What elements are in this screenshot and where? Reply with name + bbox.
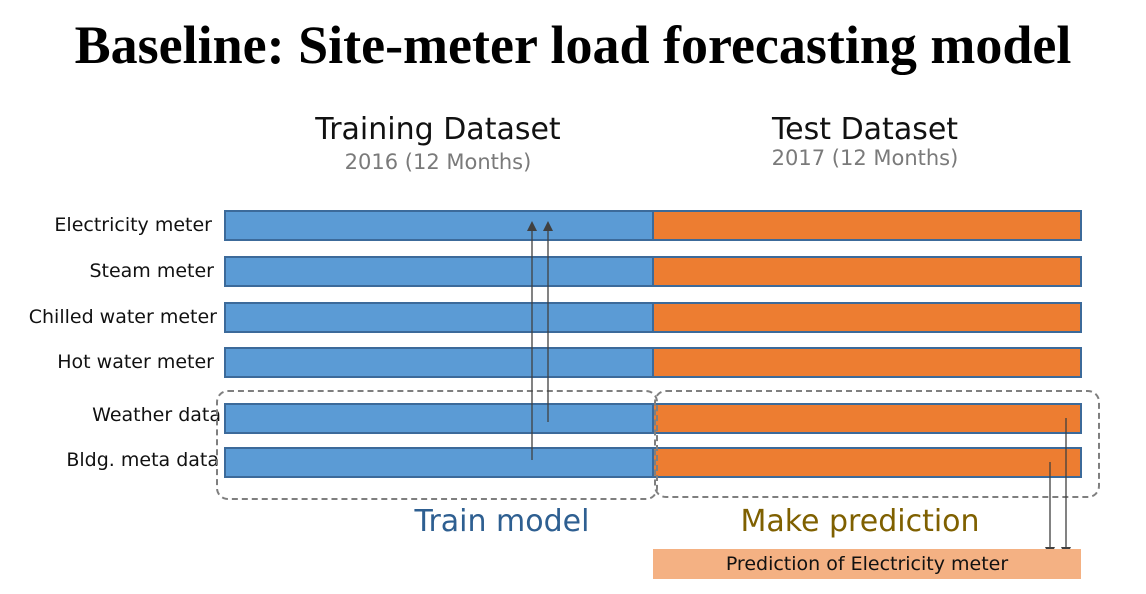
row-label-chilled-water-meter: Chilled water meter bbox=[28, 306, 217, 328]
test-features-group bbox=[654, 390, 1100, 498]
test-dataset-subtitle: 2017 (12 Months) bbox=[771, 146, 959, 170]
train-model-label: Train model bbox=[414, 504, 590, 539]
test-bar-steam bbox=[652, 256, 1082, 287]
prediction-output-box: Prediction of Electricity meter bbox=[653, 549, 1081, 579]
training-bar-steam bbox=[224, 256, 654, 287]
training-dataset-title: Training Dataset bbox=[315, 112, 561, 147]
make-prediction-label: Make prediction bbox=[740, 504, 980, 539]
test-bar-chilled-water bbox=[652, 302, 1082, 333]
row-label-bldg-meta-data: Bldg. meta data bbox=[66, 449, 219, 471]
test-bar-bldg-meta bbox=[652, 447, 1082, 478]
row-label-hot-water-meter: Hot water meter bbox=[57, 351, 214, 373]
test-bar-weather bbox=[652, 403, 1082, 434]
test-bar-electricity bbox=[652, 210, 1082, 241]
training-bar-electricity bbox=[224, 210, 654, 241]
row-label-electricity-meter: Electricity meter bbox=[54, 214, 212, 236]
training-dataset-subtitle: 2016 (12 Months) bbox=[344, 150, 532, 174]
training-bar-weather bbox=[224, 403, 654, 434]
row-label-weather-data: Weather data bbox=[92, 404, 221, 426]
training-features-group bbox=[216, 390, 658, 500]
row-label-steam-meter: Steam meter bbox=[89, 260, 214, 282]
training-bar-chilled-water bbox=[224, 302, 654, 333]
training-bar-bldg-meta bbox=[224, 447, 654, 478]
test-bar-hot-water bbox=[652, 347, 1082, 378]
page-title: Baseline: Site-meter load forecasting mo… bbox=[74, 15, 1072, 75]
test-dataset-title: Test Dataset bbox=[771, 112, 959, 147]
training-bar-hot-water bbox=[224, 347, 654, 378]
